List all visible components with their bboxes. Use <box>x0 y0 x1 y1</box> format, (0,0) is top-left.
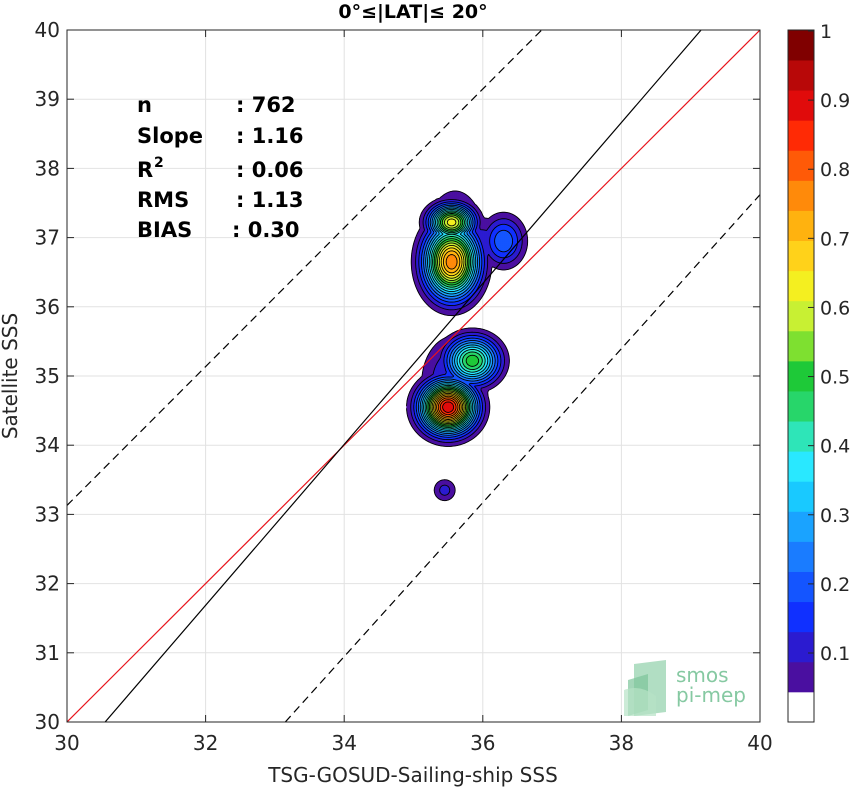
contour-line <box>442 401 455 413</box>
y-tick-label: 31 <box>35 641 60 665</box>
colorbar-segment <box>788 210 814 242</box>
contour-line <box>419 206 494 434</box>
colorbar-segment <box>788 330 814 362</box>
colorbar-frame <box>787 29 815 723</box>
contour-line <box>434 250 462 420</box>
density-contours <box>406 190 529 502</box>
colorbar-segment <box>788 270 814 302</box>
colorbar-segment <box>788 240 814 272</box>
grid-lines <box>66 29 761 723</box>
y-tick-label: 39 <box>35 87 60 111</box>
colorbar-segment <box>788 90 814 121</box>
colorbar-segment <box>788 150 814 181</box>
reference-line <box>104 30 702 722</box>
colorbar-segment <box>788 391 814 422</box>
contour-line <box>423 209 489 431</box>
colorbar: 0.1 0.2 0.3 0.4 0.5 0.6 0.7 0.8 0.9 1 <box>787 21 850 723</box>
x-tick-label: 30 <box>54 731 79 755</box>
reference-lines <box>67 30 760 722</box>
reference-line <box>67 30 543 506</box>
stat-value: : 0.06 <box>236 158 304 182</box>
stat-value: : 0.30 <box>232 218 300 242</box>
contour-line <box>417 204 496 436</box>
x-tick-label: 32 <box>193 731 218 755</box>
colorbar-segment <box>788 60 814 91</box>
colorbar-tick-label: 0.8 <box>820 159 850 181</box>
contour-line <box>428 214 468 426</box>
colorbar-segment <box>788 421 814 452</box>
chart-title: 0°≤|LAT|≤ 20° <box>338 1 487 23</box>
colorbar-tick-label: 0.9 <box>820 90 850 112</box>
contour-line <box>436 254 461 419</box>
x-axis-label: TSG-GOSUD-Sailing-ship SSS <box>267 763 558 787</box>
colorbar-tick-label: 0.4 <box>820 436 850 458</box>
colorbar-segment <box>788 180 814 211</box>
y-tick-label: 33 <box>35 502 60 526</box>
colorbar-segment <box>788 571 814 603</box>
y-tick-label: 30 <box>35 710 60 734</box>
stat-label: n <box>137 93 152 117</box>
y-tick-label: 35 <box>35 364 60 388</box>
colorbar-tick-label: 1 <box>820 21 832 43</box>
colorbar-segment <box>788 631 814 663</box>
colorbar-tick-label: 0.2 <box>820 574 850 596</box>
colorbar-tick-label: 0.6 <box>820 297 850 319</box>
x-axis: 30 32 34 36 38 40 <box>54 30 773 755</box>
contour-line <box>433 247 464 422</box>
stat-label-superscript: 2 <box>154 155 164 171</box>
y-tick-label: 37 <box>35 226 60 250</box>
colorbar-segment <box>788 601 814 633</box>
logo-text-pi-mep: pi-mep <box>676 683 746 707</box>
colorbar-segment <box>788 30 814 61</box>
stat-value: : 1.13 <box>236 188 304 212</box>
contour-line <box>424 210 486 430</box>
stat-label: BIAS <box>137 218 192 242</box>
contour-line <box>415 203 514 438</box>
colorbar-segment <box>788 661 814 693</box>
colorbar-tick-label: 0.5 <box>820 367 850 389</box>
colorbar-segment <box>788 511 814 542</box>
contour-line <box>410 199 523 496</box>
contour-line <box>431 218 465 423</box>
colorbar-tick-label: 0.1 <box>820 643 850 665</box>
contour-line <box>437 397 459 417</box>
y-axis-label: Satellite SSS <box>0 313 22 439</box>
x-tick-label: 40 <box>747 731 772 755</box>
y-tick-label: 36 <box>35 295 60 319</box>
reference-line <box>67 30 760 722</box>
stat-label: Slope <box>137 124 203 148</box>
colorbar-tick-label: 0.7 <box>820 228 850 250</box>
x-tick-label: 34 <box>331 731 356 755</box>
colorbar-segment <box>788 541 814 572</box>
x-tick-label: 36 <box>470 731 495 755</box>
x-tick-label: 38 <box>609 731 634 755</box>
colorbar-segment <box>788 481 814 512</box>
stat-value: : 762 <box>236 93 296 117</box>
contour-line <box>439 399 457 416</box>
y-tick-label: 38 <box>35 156 60 180</box>
contour-line <box>430 216 467 425</box>
stats-box: n : 762 Slope : 1.16 R 2 : 0.06 RMS : 1.13 BIAS : … <box>137 93 304 242</box>
colorbar-segment <box>788 451 814 482</box>
y-tick-label: 32 <box>35 572 60 596</box>
contour-line <box>427 213 480 427</box>
colorbar-segment <box>788 691 814 723</box>
colorbar-tick-label: 0.3 <box>820 505 850 527</box>
colorbar-segment <box>788 120 814 151</box>
stat-label: R <box>137 158 153 182</box>
stat-label: RMS <box>137 188 189 212</box>
y-axis: 30 31 32 33 34 35 36 37 38 39 40 <box>35 18 760 734</box>
reference-line <box>284 194 760 722</box>
stat-value: : 1.16 <box>236 124 304 148</box>
smos-pi-mep-logo: smos pi-mep <box>624 660 746 716</box>
y-tick-label: 34 <box>35 433 60 457</box>
contour-line <box>421 207 491 433</box>
colorbar-segment <box>788 300 814 332</box>
y-tick-label: 40 <box>35 18 60 42</box>
contour-line <box>426 211 483 428</box>
logo-text-smos: smos <box>676 663 729 687</box>
